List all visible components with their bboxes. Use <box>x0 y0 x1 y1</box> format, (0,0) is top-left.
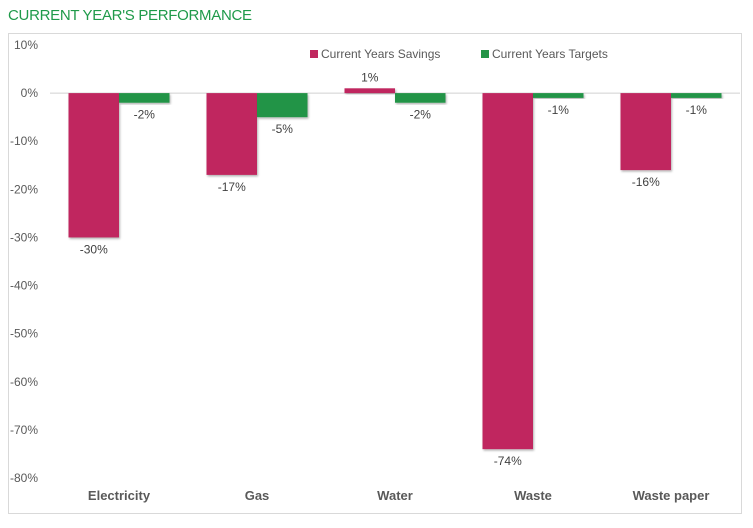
bar-targets-waste-paper <box>671 93 722 98</box>
bar-savings-waste <box>482 93 533 450</box>
data-label: -17% <box>218 180 246 194</box>
y-tick-label: -10% <box>10 134 38 148</box>
x-tick-label: Water <box>377 488 413 503</box>
bars <box>68 88 722 450</box>
data-label: -5% <box>272 122 294 136</box>
legend-swatch-savings <box>310 50 318 58</box>
data-label: -74% <box>494 454 522 468</box>
y-tick-label: 10% <box>14 38 38 52</box>
bar-savings-electricity <box>68 93 119 238</box>
chart-title: CURRENT YEAR'S PERFORMANCE <box>8 7 252 24</box>
bar-targets-water <box>395 93 446 103</box>
data-label: -2% <box>134 108 156 122</box>
bar-savings-gas <box>206 93 257 175</box>
y-axis: 10% 0% -10% -20% -30% -40% -50% -60% -70% -80% <box>10 38 38 485</box>
x-tick-label: Electricity <box>88 488 151 503</box>
data-label: -2% <box>410 108 432 122</box>
y-tick-label: -70% <box>10 423 38 437</box>
x-tick-label: Waste <box>514 488 552 503</box>
data-label: -16% <box>632 175 660 189</box>
data-label: -1% <box>548 103 570 117</box>
legend: Current Years Savings Current Years Targe… <box>310 47 608 61</box>
data-label: 1% <box>361 70 379 84</box>
bar-targets-electricity <box>119 93 170 103</box>
bar-targets-gas <box>257 93 308 118</box>
bar-savings-water <box>344 88 395 94</box>
legend-swatch-targets <box>481 50 489 58</box>
data-label: -30% <box>80 242 108 256</box>
y-tick-label: -20% <box>10 182 38 196</box>
x-axis: Electricity Gas Water Waste Waste paper <box>88 488 709 503</box>
y-tick-label: -40% <box>10 279 38 293</box>
data-labels: -30% -2% -17% -5% 1% -2% -74% -1% -16% -1% <box>80 70 708 468</box>
legend-label: Current Years Savings <box>321 47 440 61</box>
y-tick-label: -30% <box>10 230 38 244</box>
y-tick-label: -80% <box>10 471 38 485</box>
y-tick-label: 0% <box>21 86 39 100</box>
y-tick-label: -60% <box>10 375 38 389</box>
data-label: -1% <box>686 103 708 117</box>
bar-savings-waste-paper <box>620 93 671 171</box>
legend-label: Current Years Targets <box>492 47 608 61</box>
y-tick-label: -50% <box>10 327 38 341</box>
chart-frame <box>8 33 742 514</box>
bar-targets-waste <box>533 93 584 98</box>
x-tick-label: Waste paper <box>633 488 710 503</box>
x-tick-label: Gas <box>245 488 270 503</box>
